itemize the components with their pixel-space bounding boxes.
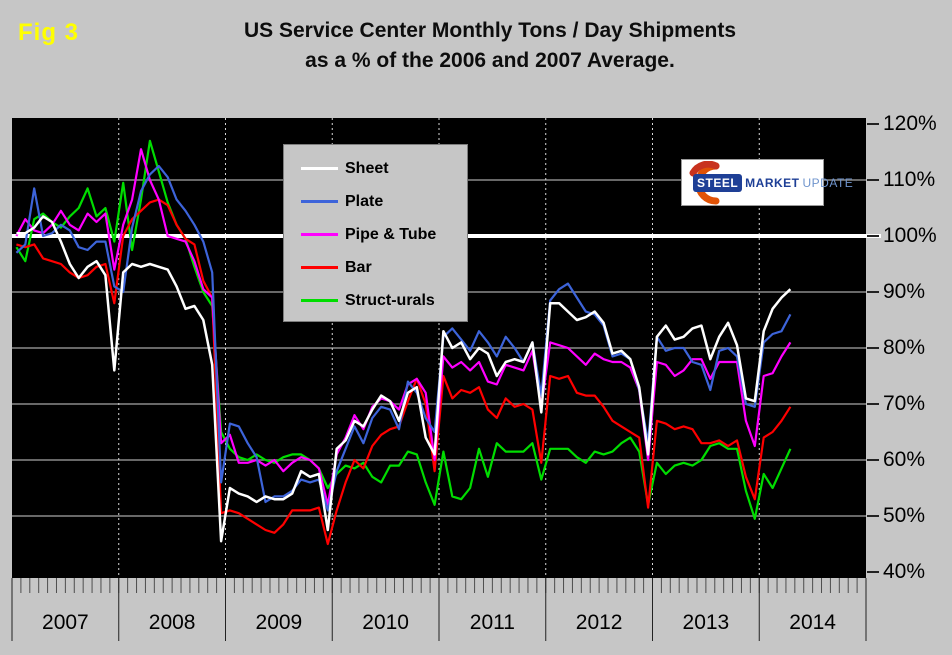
series-line-sheet — [16, 215, 792, 543]
series-line-pipe-tube — [15, 148, 792, 506]
legend-item-label: Sheet — [345, 159, 389, 177]
legend-swatch-bar — [301, 266, 338, 269]
steel-market-update-logo: STEEL MARKET UPDATE — [681, 159, 853, 206]
legend-item-label: Struct-urals — [345, 291, 435, 309]
legend-item-pipe-tube: Pipe & Tube — [284, 218, 467, 251]
logo-text-market: MARKET — [745, 175, 800, 190]
legend-item-label: Plate — [345, 192, 384, 210]
legend-swatch-sheet — [301, 167, 338, 170]
chart-title-line1: US Service Center Monthly Tons / Day Shi… — [243, 19, 737, 42]
figure-label: Fig 3 — [18, 19, 80, 46]
chart-title-line2: as a % of the 2006 and 2007 Average. — [305, 49, 675, 72]
legend-swatch-struct-urals — [301, 299, 338, 302]
logo-text-update: UPDATE — [802, 175, 854, 190]
legend-item-bar: Bar — [284, 251, 467, 284]
legend-item-plate: Plate — [284, 185, 467, 218]
logo-text-steel: STEEL — [693, 173, 743, 192]
legend-item-sheet: Sheet — [284, 152, 467, 185]
series-line-bar — [16, 198, 792, 546]
legend: Sheet Plate Pipe & Tube Bar Struct-urals — [283, 144, 468, 322]
legend-swatch-pipe-tube — [301, 233, 338, 236]
series-line-struct-urals — [15, 139, 792, 520]
chart-title: US Service Center Monthly Tons / Day Shi… — [140, 16, 840, 76]
legend-item-label: Pipe & Tube — [345, 225, 437, 243]
logo-text: STEEL MARKET UPDATE — [693, 160, 853, 205]
legend-item-struct-urals: Struct-urals — [284, 284, 467, 317]
legend-item-label: Bar — [345, 258, 372, 276]
legend-swatch-plate — [301, 200, 338, 203]
